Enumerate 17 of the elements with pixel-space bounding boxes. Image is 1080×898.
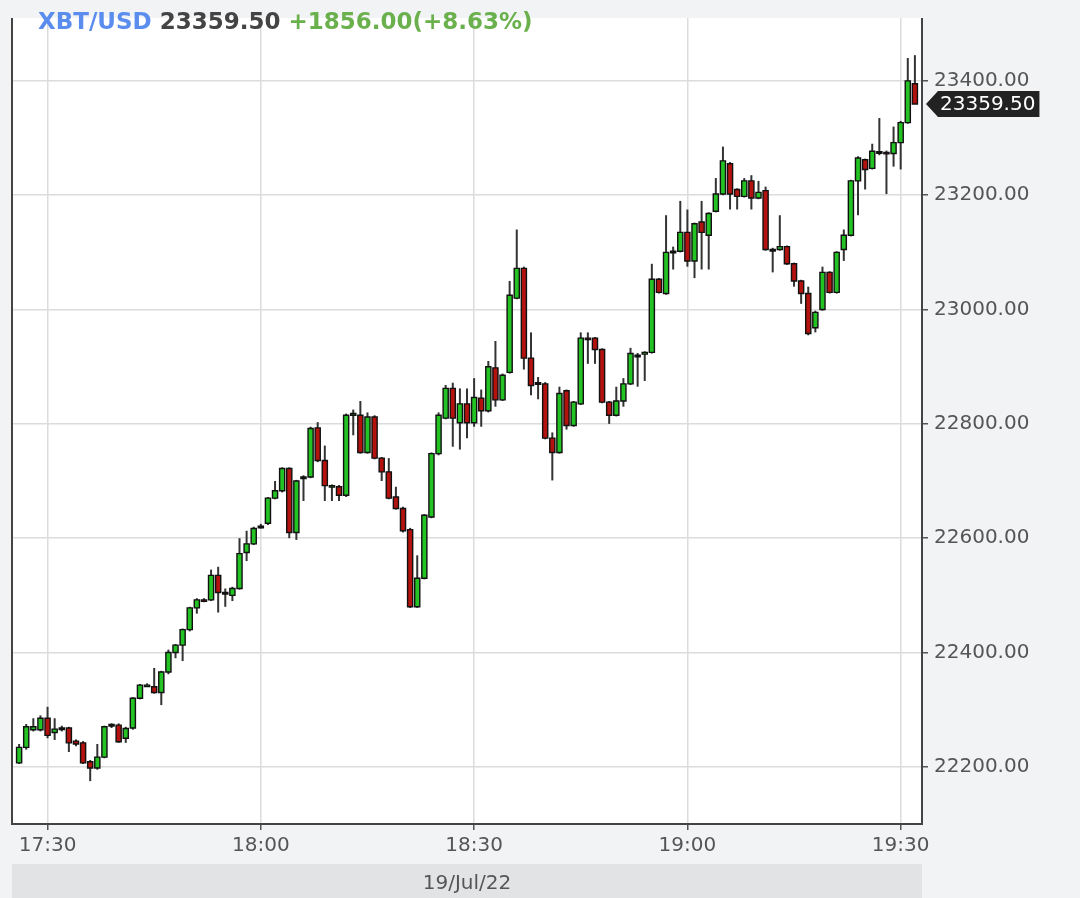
x-axis-title: 19/Jul/22	[12, 864, 922, 898]
x-tick-label: 19:00	[658, 832, 717, 857]
x-tick-label: 19:30	[871, 832, 930, 857]
y-tick-label: 23400.00	[934, 67, 1030, 92]
x-tick-label: 18:00	[232, 832, 290, 857]
x-tick-label: 17:30	[18, 832, 77, 857]
chart-subtitle: 23359.50	[159, 8, 281, 34]
y-tick-label: 23200.00	[934, 181, 1030, 206]
y-tick-label: 22200.00	[934, 753, 1030, 778]
y-tick-label: 22800.00	[934, 410, 1030, 435]
x-tick-label: 18:30	[445, 832, 503, 857]
y-tick-label: 22400.00	[934, 638, 1030, 663]
annotation: +1856.00(+8.63%)	[288, 8, 533, 34]
chart-title: XBT/USD	[38, 8, 152, 34]
y-tick-label: 23000.00	[934, 295, 1030, 320]
y-tick-label: 22600.00	[934, 524, 1030, 549]
text: 23359.50	[940, 91, 1036, 116]
